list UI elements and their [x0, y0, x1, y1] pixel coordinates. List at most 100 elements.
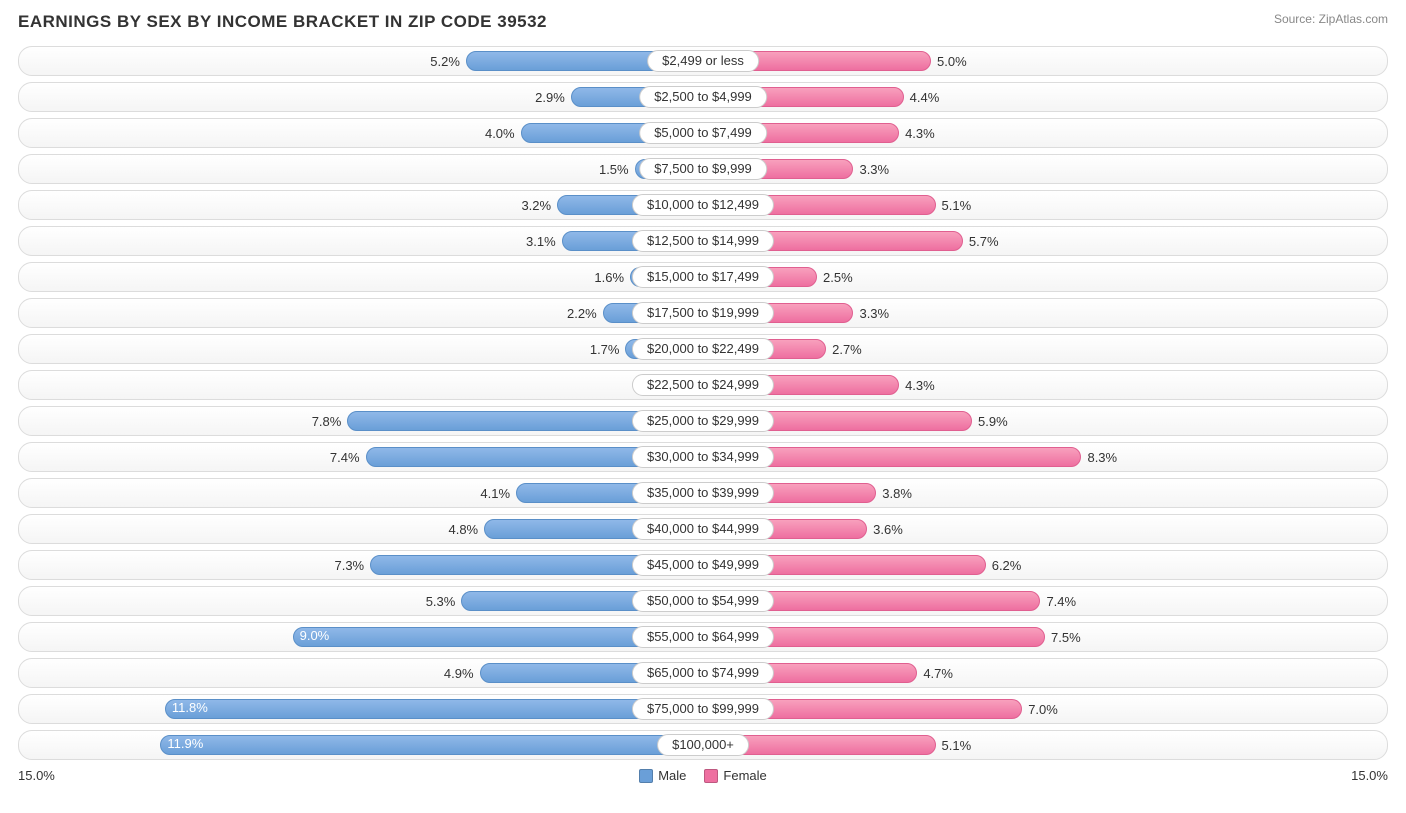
male-half: 5.3% — [19, 587, 703, 615]
male-half: 4.9% — [19, 659, 703, 687]
legend-female: Female — [704, 768, 766, 783]
legend-male-label: Male — [658, 768, 686, 783]
bracket-label: $7,500 to $9,999 — [639, 158, 767, 180]
female-pct-label: 7.4% — [1046, 594, 1076, 609]
female-half: 7.4% — [703, 587, 1387, 615]
chart-row: 9.0% 7.5% $55,000 to $64,999 — [18, 622, 1388, 652]
male-half: 2.9% — [19, 83, 703, 111]
chart-row: 7.3% 6.2%$45,000 to $49,999 — [18, 550, 1388, 580]
bracket-label: $5,000 to $7,499 — [639, 122, 767, 144]
male-pct-label: 5.3% — [426, 594, 456, 609]
female-half: 7.0% — [703, 695, 1387, 723]
male-half: 3.2% — [19, 191, 703, 219]
female-half: 5.1% — [703, 731, 1387, 759]
bracket-label: $17,500 to $19,999 — [632, 302, 774, 324]
diverging-bar-chart: 5.2%5.0%$2,499 or less2.9%4.4%$2,500 to … — [18, 46, 1388, 760]
bracket-label: $100,000+ — [657, 734, 749, 756]
male-pct-label: 4.9% — [444, 666, 474, 681]
bracket-label: $22,500 to $24,999 — [632, 374, 774, 396]
female-pct-label: 3.3% — [859, 162, 889, 177]
chart-footer: 15.0% Male Female 15.0% — [18, 768, 1388, 783]
female-pct-label: 4.7% — [923, 666, 953, 681]
chart-row: 4.8% 3.6% $40,000 to $44,999 — [18, 514, 1388, 544]
female-pct-label: 3.8% — [882, 486, 912, 501]
male-half: 2.2% — [19, 299, 703, 327]
male-pct-label: 1.6% — [594, 270, 624, 285]
female-pct-label: 2.5% — [823, 270, 853, 285]
chart-title: EARNINGS BY SEX BY INCOME BRACKET IN ZIP… — [18, 12, 547, 32]
male-half: 1.6% — [19, 263, 703, 291]
female-pct-label: 4.3% — [905, 126, 935, 141]
chart-row: 1.5% 3.3% $7,500 to $9,999 — [18, 154, 1388, 184]
male-pct-label: 3.1% — [526, 234, 556, 249]
chart-source: Source: ZipAtlas.com — [1274, 12, 1388, 26]
male-half: 4.0% — [19, 119, 703, 147]
chart-row: 0.52% 4.3% $22,500 to $24,999 — [18, 370, 1388, 400]
chart-row: 11.8% 7.0% $75,000 to $99,999 — [18, 694, 1388, 724]
female-half: 5.0% — [703, 47, 1387, 75]
female-pct-label: 7.5% — [1051, 630, 1081, 645]
bracket-label: $25,000 to $29,999 — [632, 410, 774, 432]
male-pct-label: 7.3% — [334, 558, 364, 573]
chart-row: 5.3%7.4%$50,000 to $54,999 — [18, 586, 1388, 616]
female-half: 3.3% — [703, 299, 1387, 327]
chart-row: 1.7%2.7%$20,000 to $22,499 — [18, 334, 1388, 364]
female-half: 6.2% — [703, 551, 1387, 579]
female-pct-label: 5.7% — [969, 234, 999, 249]
female-half: 4.4% — [703, 83, 1387, 111]
male-half: 9.0% — [19, 623, 703, 651]
female-half: 2.5% — [703, 263, 1387, 291]
male-bar: 11.9% — [160, 735, 703, 755]
female-pct-label: 5.1% — [942, 738, 972, 753]
chart-row: 7.8%5.9%$25,000 to $29,999 — [18, 406, 1388, 436]
chart-row: 5.2%5.0%$2,499 or less — [18, 46, 1388, 76]
male-half: 4.8% — [19, 515, 703, 543]
bracket-label: $15,000 to $17,499 — [632, 266, 774, 288]
bracket-label: $35,000 to $39,999 — [632, 482, 774, 504]
chart-header: EARNINGS BY SEX BY INCOME BRACKET IN ZIP… — [18, 12, 1388, 32]
male-half: 3.1% — [19, 227, 703, 255]
female-pct-label: 3.6% — [873, 522, 903, 537]
female-half: 7.5% — [703, 623, 1387, 651]
female-pct-label: 4.3% — [905, 378, 935, 393]
female-half: 4.7% — [703, 659, 1387, 687]
axis-left-max: 15.0% — [18, 768, 55, 783]
bracket-label: $75,000 to $99,999 — [632, 698, 774, 720]
male-half: 11.9% — [19, 731, 703, 759]
male-half: 0.52% — [19, 371, 703, 399]
female-pct-label: 4.4% — [910, 90, 940, 105]
male-half: 11.8% — [19, 695, 703, 723]
chart-row: 2.2%3.3%$17,500 to $19,999 — [18, 298, 1388, 328]
female-pct-label: 5.0% — [937, 54, 967, 69]
bracket-label: $20,000 to $22,499 — [632, 338, 774, 360]
male-pct-label: 5.2% — [430, 54, 460, 69]
male-pct-label: 3.2% — [521, 198, 551, 213]
male-half: 7.4% — [19, 443, 703, 471]
chart-row: 4.1%3.8%$35,000 to $39,999 — [18, 478, 1388, 508]
chart-row: 3.2%5.1%$10,000 to $12,499 — [18, 190, 1388, 220]
female-pct-label: 7.0% — [1028, 702, 1058, 717]
female-half: 4.3% — [703, 119, 1387, 147]
male-pct-label: 2.9% — [535, 90, 565, 105]
male-pct-label: 4.0% — [485, 126, 515, 141]
female-pct-label: 5.1% — [942, 198, 972, 213]
female-pct-label: 8.3% — [1087, 450, 1117, 465]
female-half: 5.9% — [703, 407, 1387, 435]
female-swatch-icon — [704, 769, 718, 783]
chart-row: 4.9%4.7%$65,000 to $74,999 — [18, 658, 1388, 688]
female-half: 5.1% — [703, 191, 1387, 219]
male-half: 5.2% — [19, 47, 703, 75]
chart-row: 3.1%5.7%$12,500 to $14,999 — [18, 226, 1388, 256]
bracket-label: $55,000 to $64,999 — [632, 626, 774, 648]
female-half: 3.6% — [703, 515, 1387, 543]
bracket-label: $45,000 to $49,999 — [632, 554, 774, 576]
bracket-label: $30,000 to $34,999 — [632, 446, 774, 468]
female-half: 5.7% — [703, 227, 1387, 255]
chart-row: 7.4% 8.3% $30,000 to $34,999 — [18, 442, 1388, 472]
bracket-label: $40,000 to $44,999 — [632, 518, 774, 540]
male-pct-label: 1.7% — [590, 342, 620, 357]
legend: Male Female — [639, 768, 767, 783]
legend-male: Male — [639, 768, 686, 783]
male-half: 1.5% — [19, 155, 703, 183]
female-half: 8.3% — [703, 443, 1387, 471]
